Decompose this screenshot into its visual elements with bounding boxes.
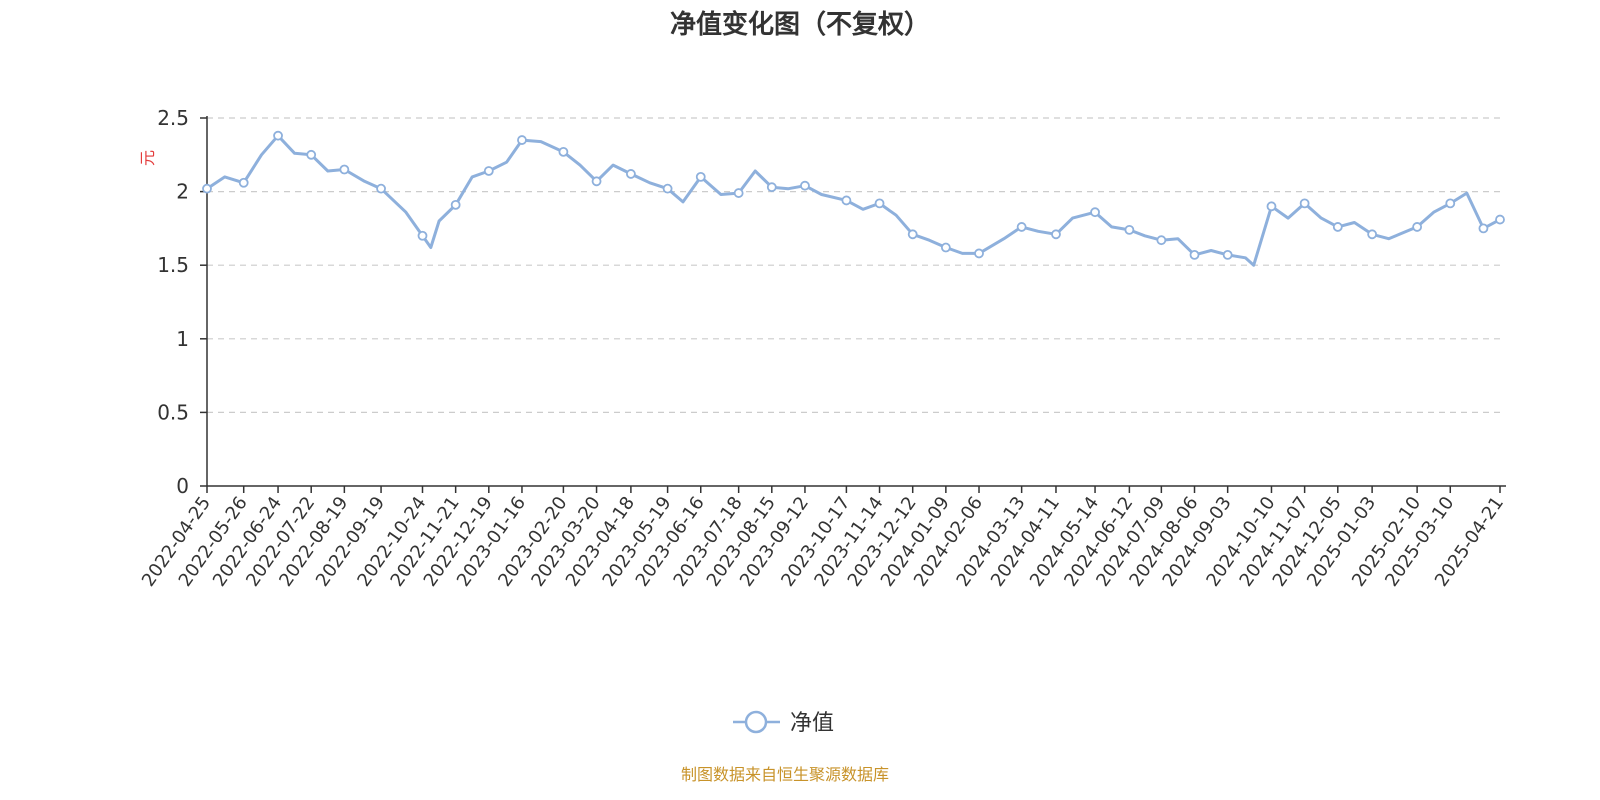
series-point[interactable] (1222, 249, 1233, 260)
series-layer (202, 130, 1505, 267)
series-point[interactable] (766, 182, 777, 193)
series-line (206, 134, 1501, 267)
legend[interactable]: 净值 (733, 710, 834, 736)
y-tick-label: 2.5 (157, 106, 189, 130)
series-point[interactable] (695, 171, 706, 182)
series-point[interactable] (1090, 207, 1100, 218)
series-point[interactable] (376, 183, 386, 194)
series-point[interactable] (1332, 222, 1343, 232)
series-point[interactable] (1445, 198, 1456, 209)
y-axis-unit: 元 (138, 150, 157, 166)
series-point[interactable] (591, 176, 602, 187)
x-axis: 2022-04-252022-05-262022-06-242022-07-22… (138, 485, 1508, 591)
series-point[interactable] (417, 230, 428, 241)
series-point[interactable] (1495, 214, 1505, 225)
series-point[interactable] (800, 180, 810, 191)
legend-label: 净值 (790, 711, 834, 736)
series-point[interactable] (874, 198, 885, 209)
y-tick-label: 1 (176, 327, 189, 351)
series-point[interactable] (1016, 222, 1027, 232)
chart-title: 净值变化图（不复权） (670, 9, 930, 40)
series-point[interactable] (1156, 235, 1167, 246)
series-point[interactable] (273, 130, 283, 141)
y-tick-label: 2 (176, 180, 189, 204)
series-point[interactable] (1478, 223, 1489, 234)
series-point[interactable] (306, 149, 317, 160)
series-point[interactable] (483, 166, 494, 176)
series-point[interactable] (450, 199, 461, 210)
series-point[interactable] (974, 248, 984, 259)
y-tick-label: 0.5 (157, 400, 189, 424)
series-point[interactable] (662, 183, 673, 194)
series-point[interactable] (733, 188, 744, 198)
y-tick-label: 1.5 (157, 253, 189, 277)
series-point[interactable] (202, 183, 212, 194)
series-point[interactable] (558, 146, 569, 157)
y-axis: 0 0.5 1 1.5 2 2.5 (157, 106, 208, 498)
series-point[interactable] (1266, 201, 1277, 212)
data-source-note: 制图数据来自恒生聚源数据库 (681, 765, 889, 784)
y-tick-label: 0 (176, 474, 189, 498)
series-point[interactable] (1051, 229, 1061, 240)
legend-circle-marker (744, 710, 768, 734)
series-point[interactable] (1367, 229, 1378, 240)
series-point[interactable] (339, 164, 350, 175)
grid-lines (207, 117, 1500, 413)
series-point[interactable] (841, 195, 852, 206)
series-point[interactable] (517, 135, 527, 145)
series-point[interactable] (1412, 222, 1423, 232)
series-point[interactable] (1299, 198, 1310, 209)
series-point[interactable] (1189, 249, 1200, 260)
series-point[interactable] (238, 177, 249, 188)
series-point[interactable] (907, 229, 918, 240)
series-point[interactable] (940, 242, 951, 253)
series-point[interactable] (1124, 224, 1135, 235)
series-point[interactable] (625, 169, 636, 179)
